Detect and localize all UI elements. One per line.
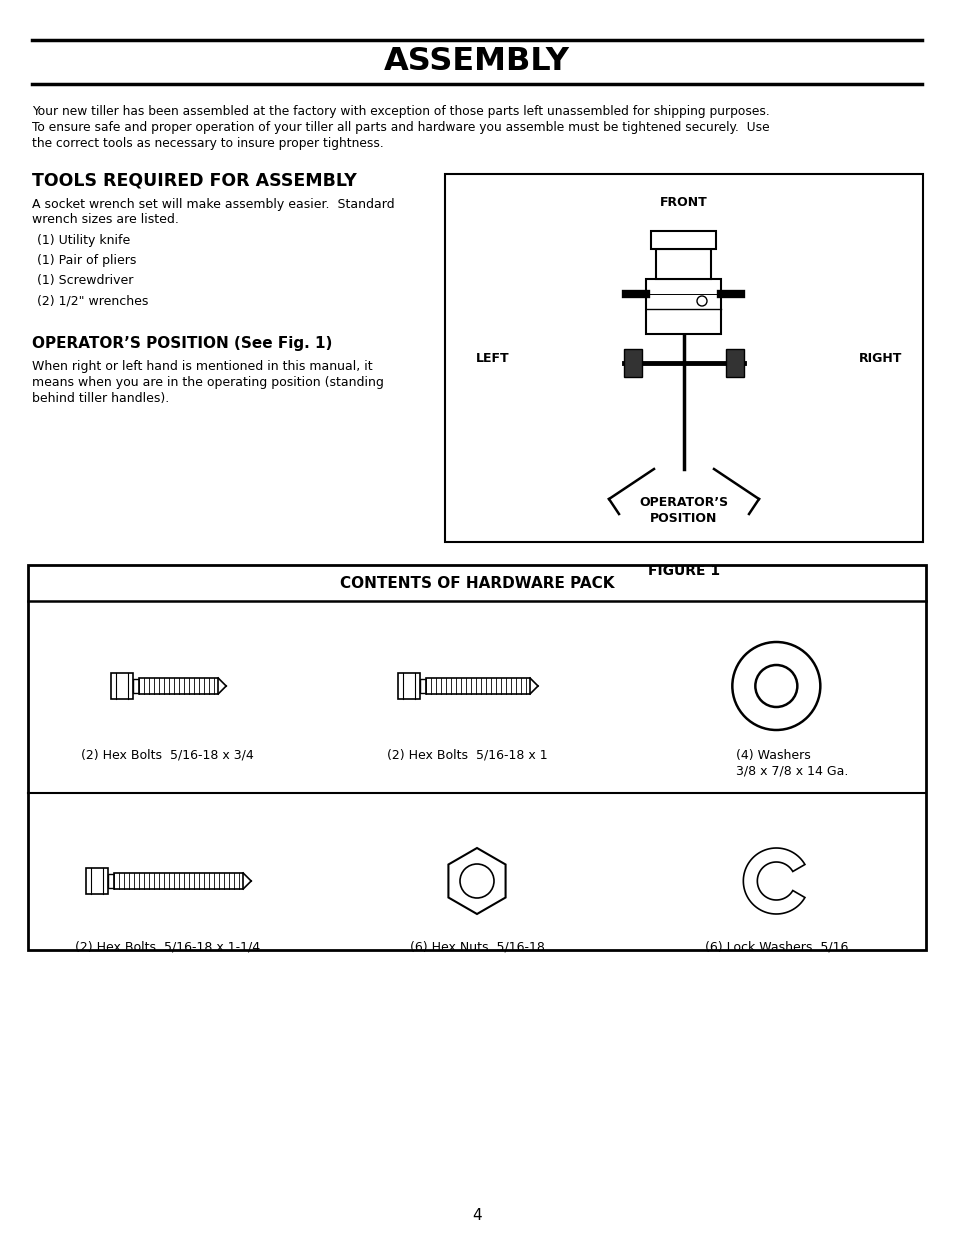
Text: (6) Hex Nuts  5/16-18: (6) Hex Nuts 5/16-18	[409, 941, 544, 953]
Text: (1) Screwdriver: (1) Screwdriver	[37, 274, 133, 287]
Text: means when you are in the operating position (standing: means when you are in the operating posi…	[32, 375, 383, 389]
Text: (2) Hex Bolts  5/16-18 x 1: (2) Hex Bolts 5/16-18 x 1	[386, 748, 547, 762]
Circle shape	[732, 642, 820, 730]
Text: FIGURE 1: FIGURE 1	[647, 564, 720, 578]
Bar	[397, 673, 419, 699]
Bar	[651, 231, 716, 249]
Text: (1) Utility knife: (1) Utility knife	[37, 233, 131, 247]
Bar	[86, 868, 108, 894]
Text: (2) Hex Bolts  5/16-18 x 1-1/4: (2) Hex Bolts 5/16-18 x 1-1/4	[75, 941, 260, 953]
Text: ASSEMBLY: ASSEMBLY	[384, 47, 569, 78]
Bar	[444, 174, 923, 542]
Bar	[419, 679, 426, 693]
Text: (4) Washers: (4) Washers	[736, 748, 810, 762]
Text: (6) Lock Washers  5/16: (6) Lock Washers 5/16	[704, 941, 847, 953]
Text: POSITION: POSITION	[650, 513, 717, 525]
Text: TOOLS REQUIRED FOR ASSEMBLY: TOOLS REQUIRED FOR ASSEMBLY	[32, 172, 356, 190]
Bar	[725, 350, 743, 377]
Text: OPERATOR’S POSITION (See Fig. 1): OPERATOR’S POSITION (See Fig. 1)	[32, 336, 332, 351]
Bar	[139, 678, 218, 694]
Polygon shape	[742, 848, 804, 914]
Bar	[656, 249, 711, 279]
Bar	[646, 279, 720, 333]
Text: RIGHT: RIGHT	[859, 352, 902, 366]
Polygon shape	[448, 848, 505, 914]
Text: LEFT: LEFT	[476, 352, 509, 366]
Text: A socket wrench set will make assembly easier.  Standard: A socket wrench set will make assembly e…	[32, 198, 395, 211]
Bar	[28, 564, 925, 950]
Text: the correct tools as necessary to insure proper tightness.: the correct tools as necessary to insure…	[32, 137, 383, 149]
Bar	[114, 873, 243, 889]
Text: 4: 4	[472, 1208, 481, 1223]
Text: When right or left hand is mentioned in this manual, it: When right or left hand is mentioned in …	[32, 359, 373, 373]
Bar	[112, 673, 133, 699]
Text: (1) Pair of pliers: (1) Pair of pliers	[37, 254, 136, 267]
Text: (2) 1/2" wrenches: (2) 1/2" wrenches	[37, 294, 149, 308]
Text: behind tiller handles).: behind tiller handles).	[32, 391, 169, 405]
Circle shape	[459, 864, 494, 898]
Bar	[133, 679, 139, 693]
Circle shape	[697, 296, 706, 306]
Bar	[623, 350, 641, 377]
Text: CONTENTS OF HARDWARE PACK: CONTENTS OF HARDWARE PACK	[339, 576, 614, 590]
Text: (2) Hex Bolts  5/16-18 x 3/4: (2) Hex Bolts 5/16-18 x 3/4	[81, 748, 253, 762]
Text: Your new tiller has been assembled at the factory with exception of those parts : Your new tiller has been assembled at th…	[32, 105, 769, 119]
Bar	[426, 678, 530, 694]
Text: 3/8 x 7/8 x 14 Ga.: 3/8 x 7/8 x 14 Ga.	[736, 764, 848, 777]
Text: OPERATOR’S: OPERATOR’S	[639, 496, 728, 509]
Bar	[108, 874, 114, 888]
Circle shape	[755, 664, 797, 706]
Text: FRONT: FRONT	[659, 196, 707, 209]
Text: To ensure safe and proper operation of your tiller all parts and hardware you as: To ensure safe and proper operation of y…	[32, 121, 769, 135]
Text: wrench sizes are listed.: wrench sizes are listed.	[32, 212, 179, 226]
